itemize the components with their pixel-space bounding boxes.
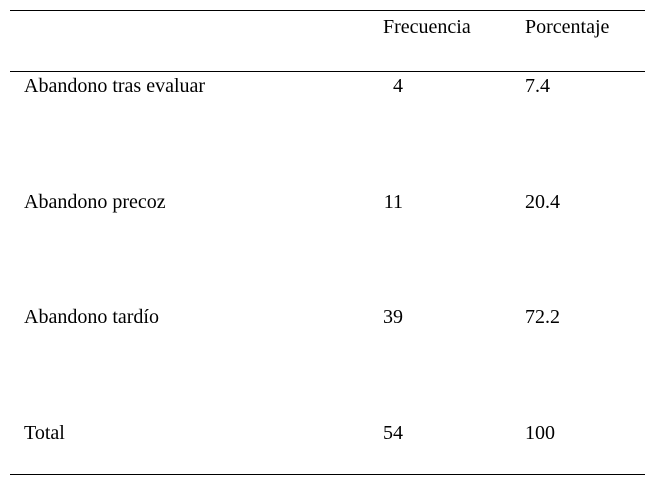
row-label: Abandono tras evaluar	[24, 75, 206, 97]
percentage: 100	[525, 421, 555, 444]
percentage: 7.4	[525, 75, 550, 97]
column-header: Porcentaje	[525, 16, 610, 38]
frequency: 11	[383, 190, 403, 213]
column-header: Frecuencia	[383, 16, 471, 38]
percentage: 72.2	[525, 306, 560, 328]
bottom-rule	[10, 474, 645, 475]
frequency: 4	[393, 75, 403, 97]
percentage: 20.4	[525, 190, 560, 213]
top-rule	[10, 10, 645, 11]
frequency: 39	[383, 306, 403, 328]
header-rule	[10, 71, 645, 72]
frequency: 54	[383, 421, 403, 444]
row-label: Abandono tardío	[24, 306, 159, 328]
row-label: Total	[24, 421, 65, 444]
row-label: Abandono precoz	[24, 190, 166, 213]
